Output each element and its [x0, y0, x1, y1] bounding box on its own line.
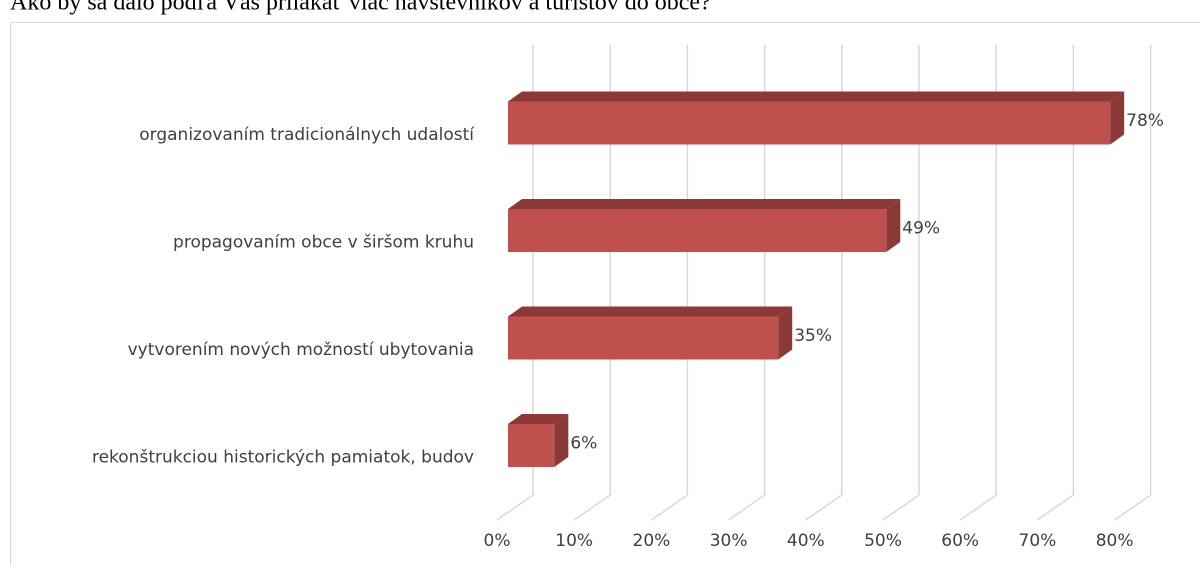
- bar-side: [778, 306, 793, 360]
- bar: [508, 424, 555, 467]
- bar: [508, 316, 779, 360]
- grid-line: [496, 45, 534, 521]
- category-label: rekonštrukciou historických pamiatok, bu…: [92, 448, 474, 468]
- grid-line: [650, 45, 689, 521]
- data-label: 35%: [794, 326, 832, 346]
- bar-top: [508, 91, 1125, 102]
- bar-side: [554, 414, 569, 467]
- grid-line: [959, 45, 997, 521]
- x-tick-label: 40%: [787, 531, 825, 551]
- bar-top: [508, 199, 901, 209]
- chart-border: [10, 22, 1200, 565]
- chart-title: Ako by sa dalo podľa Vás prilákať viac n…: [10, 0, 711, 16]
- data-label: 6%: [570, 434, 597, 454]
- x-tick-label: 20%: [633, 531, 671, 551]
- grid-line: [805, 45, 843, 521]
- x-tick-label: 60%: [941, 531, 979, 551]
- grid-line: [1114, 45, 1152, 521]
- grid-line: [573, 45, 611, 521]
- x-tick-label: 80%: [1096, 531, 1134, 551]
- category-label: propagovaním obce v širšom kruhu: [173, 233, 474, 253]
- x-tick-label: 10%: [555, 531, 593, 551]
- bar: [508, 101, 1111, 145]
- grid-line: [882, 45, 920, 521]
- bar-side: [886, 199, 901, 252]
- category-label: organizovaním tradicionálnych udalostí: [139, 125, 475, 145]
- x-tick-label: 50%: [864, 531, 902, 551]
- x-tick-label: 70%: [1019, 531, 1057, 551]
- bar-top: [508, 306, 793, 317]
- grid-line: [728, 45, 766, 521]
- bar-side: [1110, 91, 1125, 145]
- data-label: 78%: [1126, 111, 1164, 131]
- grid-line: [1036, 45, 1075, 521]
- x-tick-label: 0%: [484, 531, 511, 551]
- data-label: 49%: [902, 219, 940, 239]
- category-label: vytvorením nových možností ubytovania: [128, 340, 474, 360]
- x-tick-label: 30%: [710, 531, 748, 551]
- bar: [508, 209, 887, 252]
- bar-top: [508, 414, 569, 424]
